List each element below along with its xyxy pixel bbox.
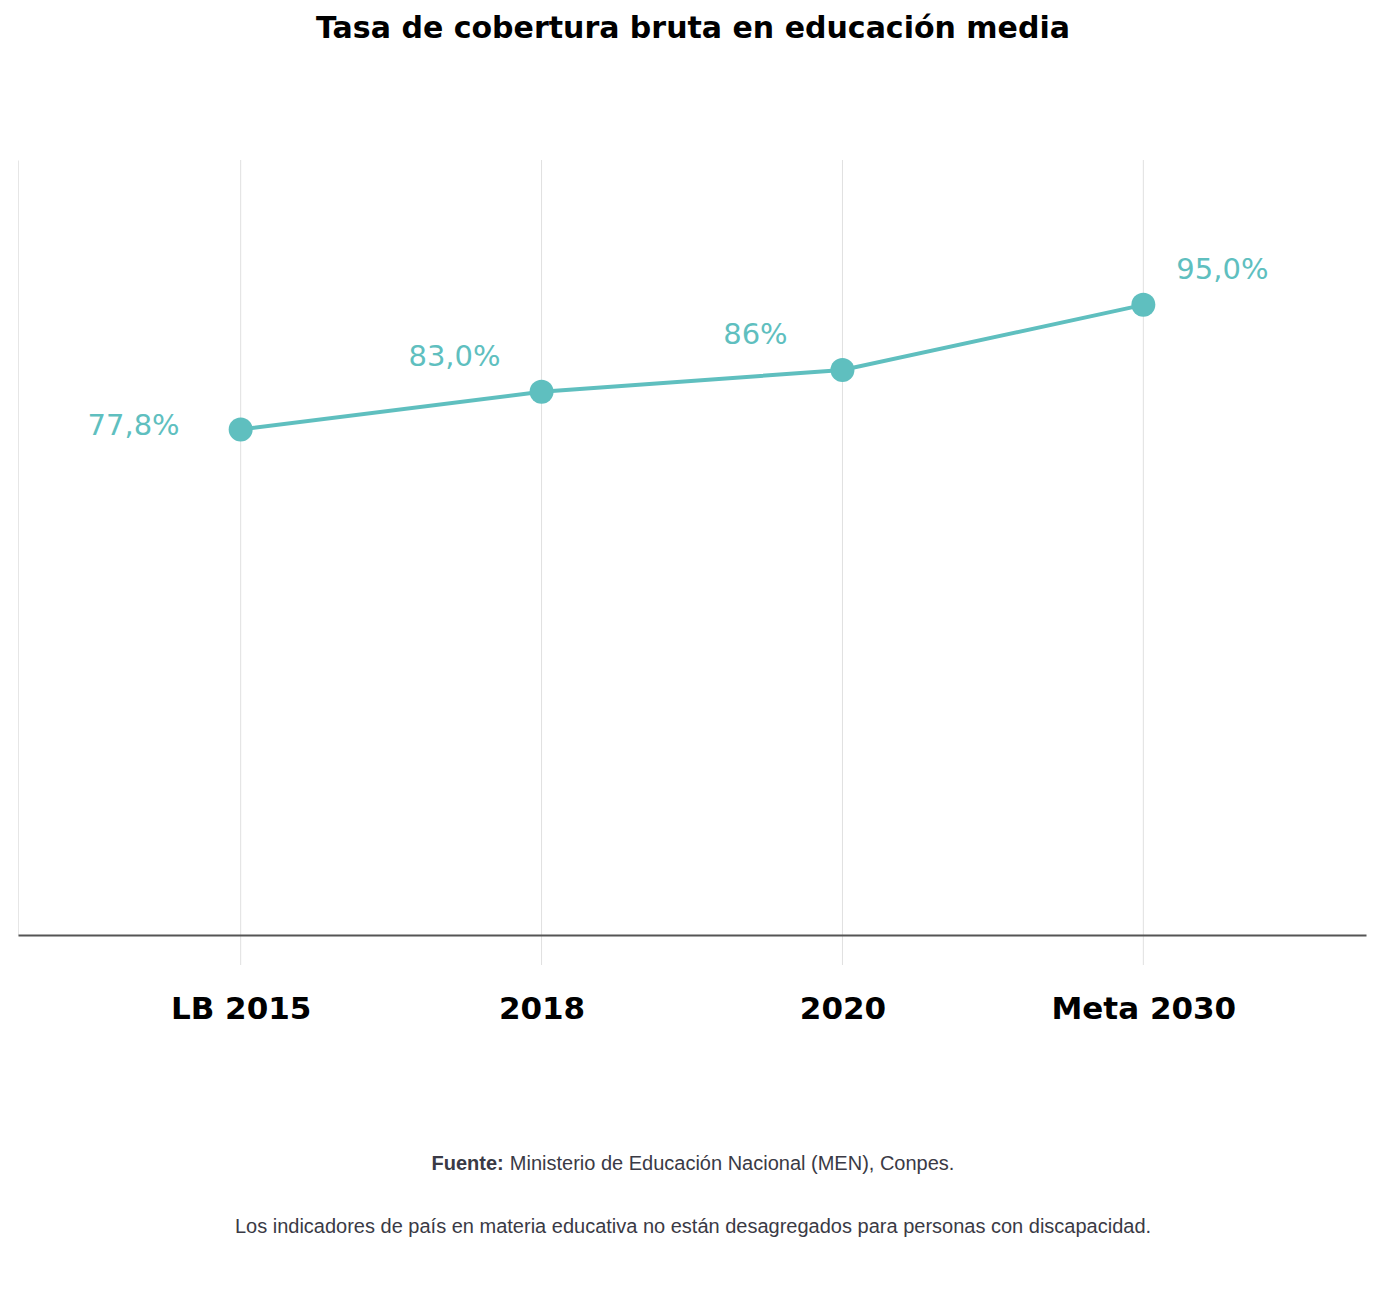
x-tick: 2018	[499, 935, 585, 1026]
x-axis-line	[19, 935, 1367, 937]
point	[530, 380, 554, 404]
x-tick-label: LB 2015	[171, 990, 311, 1026]
source: Fuente: Ministerio de Educación Nacional …	[432, 1152, 955, 1174]
data-labels: 77,8% 83,0% 86% 95,0%	[88, 252, 1269, 443]
x-tick-label: 2020	[800, 990, 886, 1026]
y-axis-line	[18, 161, 19, 936]
x-tick: LB 2015	[171, 935, 311, 1026]
source-text: Ministerio de Educación Nacional (MEN), …	[510, 1152, 955, 1174]
point	[830, 358, 854, 382]
grid	[241, 160, 1144, 965]
data-label: 83,0%	[408, 339, 500, 373]
data-label: 86%	[723, 317, 787, 351]
data-label: 77,8%	[88, 408, 180, 442]
source-label: Fuente:	[432, 1152, 504, 1174]
grid-line	[240, 160, 241, 965]
grid-line	[842, 160, 843, 965]
line	[241, 305, 1144, 430]
x-tick-label: 2018	[499, 990, 585, 1026]
data-label: 95,0%	[1176, 252, 1268, 286]
grid-line	[1143, 160, 1144, 965]
x-tick-label: Meta 2030	[1051, 990, 1236, 1026]
note: Los indicadores de país en materia educa…	[235, 1215, 1151, 1237]
x-axis: LB 2015 2018 2020 Meta 2030	[19, 935, 1367, 1026]
plot-area	[229, 293, 1156, 442]
point	[229, 417, 253, 441]
y-axis	[18, 161, 19, 936]
x-tick: Meta 2030	[1051, 935, 1236, 1026]
x-tick: 2020	[800, 935, 886, 1026]
chart: Tasa de cobertura bruta en educación med…	[0, 0, 1386, 1308]
point	[1131, 293, 1155, 317]
title: Tasa de cobertura bruta en educación med…	[316, 10, 1070, 45]
grid-line	[541, 160, 542, 965]
